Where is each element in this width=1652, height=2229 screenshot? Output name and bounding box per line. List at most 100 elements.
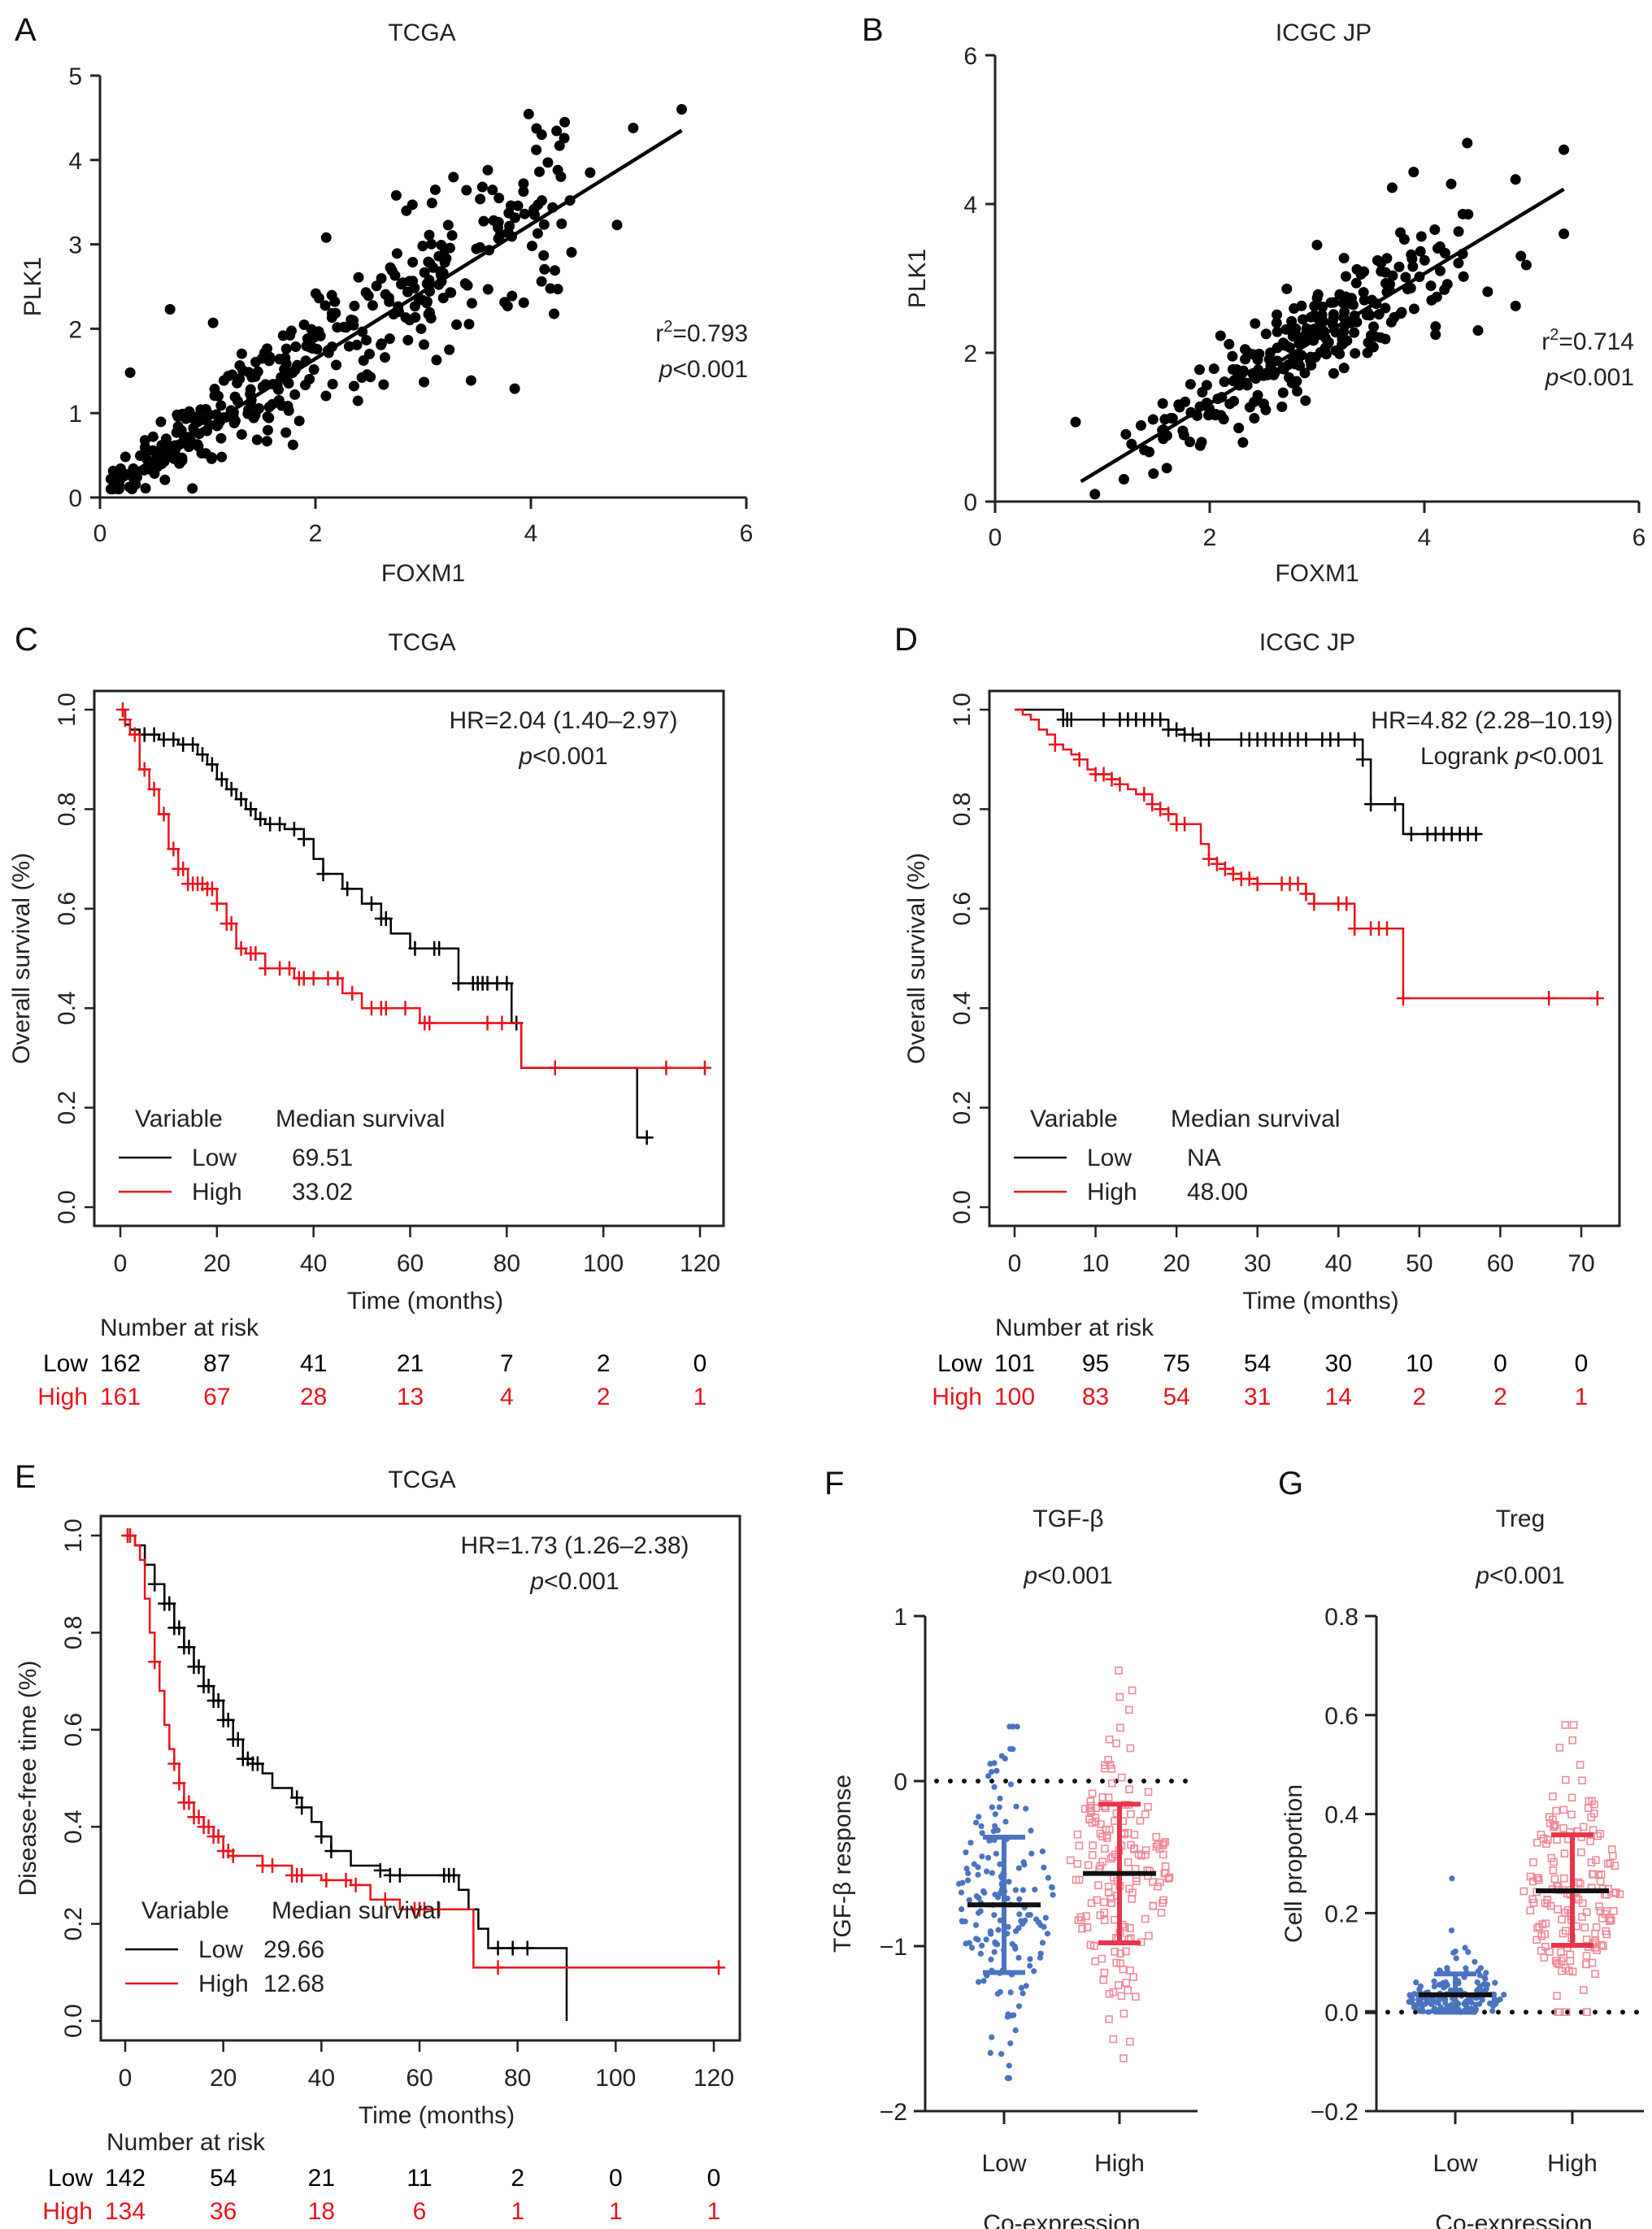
data-point (975, 1871, 981, 1878)
data-point (289, 389, 301, 400)
data-point (1289, 303, 1300, 315)
data-point (1228, 376, 1239, 387)
data-point (549, 308, 560, 319)
data-point (360, 287, 372, 298)
p-value-annotation: p<0.001 (518, 743, 607, 770)
data-point (1070, 416, 1081, 428)
data-point (1015, 1954, 1022, 1961)
data-point (1128, 1895, 1136, 1903)
data-point (538, 250, 550, 261)
data-point (1144, 1802, 1152, 1811)
risk-value: 2 (511, 2165, 524, 2192)
data-point (1031, 1968, 1037, 1975)
risk-value: 142 (105, 2165, 146, 2192)
data-point (1453, 258, 1464, 269)
data-point (1106, 1854, 1115, 1863)
data-point (1472, 325, 1484, 337)
data-point (348, 380, 359, 392)
data-point (1578, 1913, 1586, 1921)
data-point (1185, 437, 1196, 448)
data-point (1104, 1888, 1113, 1897)
survival-curve-low (120, 708, 647, 1139)
data-point (419, 339, 430, 350)
x-tick-label: 6 (740, 520, 754, 547)
data-point (1141, 1846, 1150, 1854)
data-point (1408, 303, 1419, 315)
legend-median: 48.00 (1187, 1179, 1248, 1206)
panel-f: F TGF-β p<0.001 −2 −1 0 1 Low High Co-expression T… (824, 1466, 1200, 2229)
data-point (1340, 291, 1351, 302)
x-tick-label: 120 (680, 1250, 720, 1277)
data-point (991, 1949, 998, 1955)
data-point (252, 366, 263, 377)
censor-mark (1202, 732, 1215, 747)
data-point (1367, 341, 1379, 353)
data-point (384, 333, 395, 345)
data-point (1430, 329, 1441, 341)
legend-label: High (1087, 1179, 1137, 1206)
y-tick-label: 1 (893, 1604, 907, 1631)
data-point (236, 428, 247, 440)
data-point (1165, 1873, 1174, 1882)
data-point (1425, 2009, 1432, 2015)
censor-mark (234, 792, 248, 807)
data-point (400, 312, 411, 324)
y-tick-label: 0.4 (1324, 1802, 1359, 1829)
data-point (183, 441, 194, 453)
data-point (1553, 1958, 1561, 1967)
x-tick-label: 0 (114, 1250, 128, 1277)
y-tick-label: 2 (963, 341, 977, 367)
data-point (1449, 1875, 1455, 1882)
censor-mark (211, 1829, 225, 1844)
censor-mark (211, 1692, 225, 1708)
x-axis-label: Co-expression (1435, 2210, 1592, 2229)
data-point (1339, 306, 1350, 318)
data-point (1589, 1871, 1598, 1879)
data-point (1041, 1923, 1047, 1930)
data-point (976, 1979, 982, 1985)
data-point (506, 290, 518, 302)
data-point (215, 400, 227, 411)
data-point (407, 257, 419, 268)
risk-value: 75 (1163, 1350, 1189, 1377)
data-point (293, 415, 305, 427)
x-tick-label: 2 (1203, 524, 1217, 551)
regression-line (1080, 187, 1565, 484)
y-tick-label: 2 (68, 316, 82, 343)
censor-mark (176, 861, 190, 876)
data-point (1558, 1915, 1566, 1924)
data-point (1561, 1721, 1569, 1729)
data-point (1425, 280, 1437, 292)
data-point (1012, 2027, 1019, 2034)
data-point (1119, 2054, 1128, 2062)
risk-table-title: Number at risk (995, 1314, 1154, 1341)
data-point (1260, 328, 1272, 340)
p-value-annotation: p<0.001 (529, 1568, 619, 1595)
risk-value: 54 (1163, 1384, 1189, 1410)
data-point (1011, 1943, 1018, 1949)
data-point (1430, 321, 1441, 332)
data-point (1417, 2008, 1424, 2014)
data-point (1036, 1919, 1042, 1926)
risk-value: 18 (308, 2198, 335, 2225)
data-point (1550, 1858, 1558, 1866)
data-point (1132, 1992, 1140, 2001)
y-tick-label: 5 (68, 63, 82, 90)
data-point (556, 218, 567, 229)
y-tick-label: 1.0 (949, 693, 976, 727)
data-point (1015, 2003, 1023, 2010)
data-point (1015, 1925, 1022, 1931)
risk-value: 87 (203, 1350, 230, 1377)
data-point (229, 391, 241, 402)
x-tick-label: 80 (493, 1250, 520, 1277)
y-axis-label: PLK1 (20, 257, 46, 316)
r-squared-value: =0.714 (1559, 328, 1634, 355)
legend-header-median: Median survival (272, 1897, 441, 1924)
data-point (1424, 1999, 1431, 2005)
data-point (989, 2034, 995, 2040)
data-point (1129, 1973, 1137, 1981)
data-point (1608, 1845, 1616, 1853)
data-point (1465, 1949, 1472, 1955)
data-point (1491, 1991, 1498, 1998)
panel-letter: C (15, 622, 38, 658)
